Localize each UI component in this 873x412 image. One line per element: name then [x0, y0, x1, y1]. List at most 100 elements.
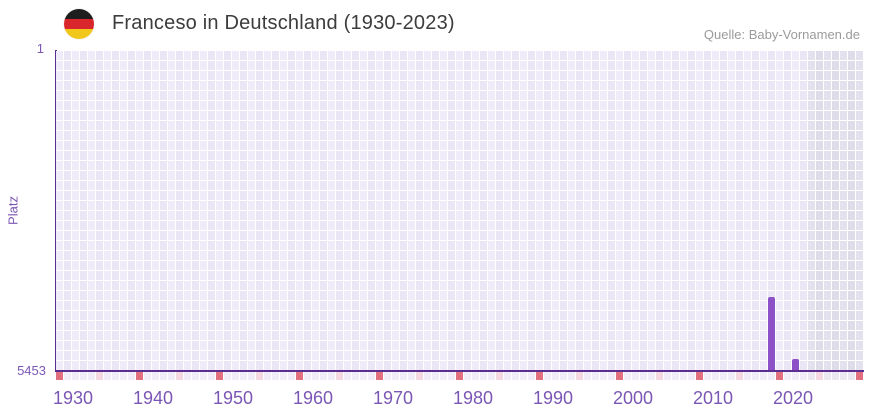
x-tick-label-2010: 2010: [693, 388, 734, 408]
year-marker-2005: [656, 372, 663, 380]
year-marker-1950: [216, 372, 223, 380]
year-marker-2018: [760, 372, 767, 380]
german-flag-icon: [64, 9, 94, 39]
year-marker-1956: [264, 372, 271, 380]
year-marker-1975: [416, 372, 423, 380]
timeline-marker-row: [56, 372, 864, 380]
year-marker-1976: [424, 372, 431, 380]
year-marker-2009: [688, 372, 695, 380]
year-marker-2007: [672, 372, 679, 380]
year-marker-2029: [848, 372, 855, 380]
year-marker-1967: [352, 372, 359, 380]
year-marker-2024: [808, 372, 815, 380]
year-marker-1936: [104, 372, 111, 380]
year-marker-1974: [408, 372, 415, 380]
year-marker-1997: [592, 372, 599, 380]
year-marker-1988: [520, 372, 527, 380]
year-marker-1931: [64, 372, 71, 380]
year-marker-1972: [392, 372, 399, 380]
x-tick-label-1930: 1930: [53, 388, 94, 408]
year-marker-1947: [192, 372, 199, 380]
x-tick-label-1990: 1990: [533, 388, 574, 408]
year-marker-1978: [440, 372, 447, 380]
year-marker-1934: [88, 372, 95, 380]
year-marker-1949: [208, 372, 215, 380]
year-marker-2013: [720, 372, 727, 380]
year-marker-1937: [112, 372, 119, 380]
x-tick-label-1950: 1950: [213, 388, 254, 408]
x-tick-label-1940: 1940: [133, 388, 174, 408]
year-marker-1979: [448, 372, 455, 380]
year-marker-2030: [856, 372, 863, 380]
year-marker-2027: [832, 372, 839, 380]
y-tick-top: 1: [36, 41, 44, 56]
x-axis-line: [55, 370, 864, 372]
year-marker-1991: [544, 372, 551, 380]
year-marker-1935: [96, 372, 103, 380]
future-region-overlay: [808, 51, 864, 370]
x-tick-label-2000: 2000: [613, 388, 654, 408]
year-marker-1987: [512, 372, 519, 380]
year-marker-1992: [552, 372, 559, 380]
year-marker-1933: [80, 372, 87, 380]
year-marker-2026: [824, 372, 831, 380]
year-marker-1959: [288, 372, 295, 380]
year-marker-1983: [480, 372, 487, 380]
year-marker-1966: [344, 372, 351, 380]
flag-stripe-gold: [64, 29, 94, 39]
year-marker-2015: [736, 372, 743, 380]
year-marker-1951: [224, 372, 231, 380]
year-marker-2006: [664, 372, 671, 380]
year-marker-1965: [336, 372, 343, 380]
year-marker-1998: [600, 372, 607, 380]
year-marker-1938: [120, 372, 127, 380]
year-marker-1963: [320, 372, 327, 380]
year-marker-2010: [696, 372, 703, 380]
year-marker-1993: [560, 372, 567, 380]
year-marker-1994: [568, 372, 575, 380]
year-marker-1971: [384, 372, 391, 380]
year-marker-2002: [632, 372, 639, 380]
year-marker-1941: [144, 372, 151, 380]
year-marker-1973: [400, 372, 407, 380]
year-marker-1954: [248, 372, 255, 380]
year-marker-1940: [136, 372, 143, 380]
year-marker-1989: [528, 372, 535, 380]
year-marker-1939: [128, 372, 135, 380]
year-marker-1982: [472, 372, 479, 380]
year-marker-1996: [584, 372, 591, 380]
year-marker-1948: [200, 372, 207, 380]
year-marker-1964: [328, 372, 335, 380]
year-marker-2025: [816, 372, 823, 380]
year-marker-1984: [488, 372, 495, 380]
year-marker-2014: [728, 372, 735, 380]
year-marker-1953: [240, 372, 247, 380]
year-marker-1957: [272, 372, 279, 380]
year-marker-2011: [704, 372, 711, 380]
x-tick-label-2020: 2020: [773, 388, 814, 408]
year-marker-1930: [56, 372, 63, 380]
rank-bar-2022[interactable]: [792, 358, 799, 370]
year-marker-1970: [376, 372, 383, 380]
year-marker-2028: [840, 372, 847, 380]
year-marker-2012: [712, 372, 719, 380]
year-marker-2017: [752, 372, 759, 380]
year-marker-2008: [680, 372, 687, 380]
flag-stripe-red: [64, 19, 94, 29]
year-marker-1943: [160, 372, 167, 380]
year-marker-1962: [312, 372, 319, 380]
year-marker-2001: [624, 372, 631, 380]
y-tick-bottom: 5453: [17, 363, 46, 378]
year-marker-1981: [464, 372, 471, 380]
year-marker-2023: [800, 372, 807, 380]
year-marker-1968: [360, 372, 367, 380]
year-marker-1958: [280, 372, 287, 380]
year-marker-1942: [152, 372, 159, 380]
rank-bar-2019[interactable]: [768, 296, 775, 370]
year-marker-1980: [456, 372, 463, 380]
year-marker-1932: [72, 372, 79, 380]
year-marker-1960: [296, 372, 303, 380]
year-marker-2016: [744, 372, 751, 380]
year-marker-2022: [792, 372, 799, 380]
